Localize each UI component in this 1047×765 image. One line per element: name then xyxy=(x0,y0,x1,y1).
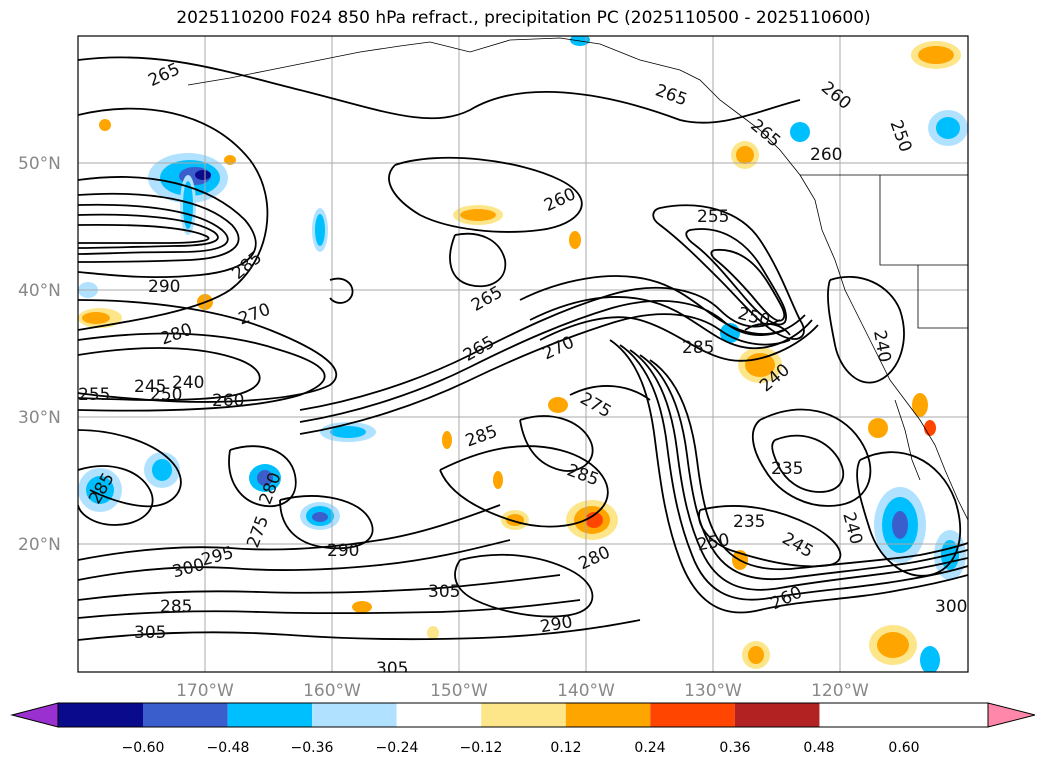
lon-label: 160°W xyxy=(303,681,361,701)
lat-label: 20°N xyxy=(18,535,61,555)
lon-label: 130°W xyxy=(684,681,742,701)
colorbar-extend-right xyxy=(987,702,1036,728)
colorbar-segment xyxy=(143,703,228,727)
lat-label: 50°N xyxy=(18,154,61,174)
contour-label: 250 xyxy=(150,385,182,405)
contour-label: 305 xyxy=(134,623,166,643)
coastlines xyxy=(187,37,968,521)
lat-label: 40°N xyxy=(18,281,61,301)
colorbar-tick: −0.60 xyxy=(122,740,165,756)
map-title: 2025110200 F024 850 hPa refract., precip… xyxy=(176,8,871,28)
colorbar-segment xyxy=(734,703,820,727)
graticule xyxy=(78,36,968,672)
colorbar-tick: 0.60 xyxy=(888,740,919,756)
contour-label: 235 xyxy=(733,512,765,532)
contour-label: 290 xyxy=(148,277,180,297)
colorbar-extend-left xyxy=(10,702,59,728)
colorbar-segment xyxy=(565,703,651,727)
lon-label: 150°W xyxy=(430,681,488,701)
contour-label: 290 xyxy=(327,541,359,561)
colorbar-segment xyxy=(396,703,482,727)
colorbar-ticks: −0.60 −0.48 −0.36 −0.24 −0.12 0.12 0.24 … xyxy=(122,740,920,756)
colorbar-tick: −0.36 xyxy=(291,740,334,756)
colorbar-tick: −0.24 xyxy=(376,740,419,756)
lon-label: 140°W xyxy=(557,681,615,701)
contour-label: 255 xyxy=(697,207,729,227)
lon-label: 170°W xyxy=(176,681,234,701)
colorbar-tick: 0.12 xyxy=(550,740,581,756)
colorbar-segment xyxy=(312,703,397,727)
colorbar-tick: −0.12 xyxy=(460,740,503,756)
map-frame xyxy=(77,35,969,673)
colorbar-segment xyxy=(650,703,735,727)
contour-label: 260 xyxy=(810,145,842,165)
contour-label: 245 xyxy=(134,377,166,397)
contour-label: 240 xyxy=(172,373,204,393)
colorbar-frame xyxy=(57,702,989,728)
positive-anomaly-area xyxy=(78,41,961,669)
precipitation-shading xyxy=(78,36,968,672)
contour-label: 285 xyxy=(160,597,192,617)
lat-label: 30°N xyxy=(18,408,61,428)
colorbar-segment xyxy=(481,703,566,727)
colorbar-segment xyxy=(58,703,143,727)
colorbar: −0.60 −0.48 −0.36 −0.24 −0.12 0.12 0.24 … xyxy=(10,702,1036,756)
colorbar-tick: 0.36 xyxy=(719,740,750,756)
colorbar-segment xyxy=(227,703,313,727)
colorbar-tick: 0.24 xyxy=(634,740,665,756)
colorbar-tick: 0.48 xyxy=(803,740,834,756)
lon-label: 120°W xyxy=(811,681,869,701)
refractivity-contours xyxy=(78,56,968,641)
negative-anomaly-area xyxy=(78,36,968,672)
longitude-labels: 170°W 160°W 150°W 140°W 130°W 120°W xyxy=(176,681,869,701)
contour-label: 235 xyxy=(771,459,803,479)
contour-label: 305 xyxy=(428,582,460,602)
colorbar-tick: −0.48 xyxy=(207,740,250,756)
contour-label: 285 xyxy=(682,338,714,358)
contour-label: 300 xyxy=(935,597,967,617)
contour-label: 255 xyxy=(78,385,110,405)
contour-label: 260 xyxy=(212,391,244,411)
latitude-labels: 50°N 40°N 30°N 20°N xyxy=(18,154,61,555)
map-plot-area: 265 265 260 265 260 250 260 255 285 290 … xyxy=(78,36,968,679)
colorbar-segments xyxy=(58,703,820,727)
contour-label: 305 xyxy=(376,659,408,679)
